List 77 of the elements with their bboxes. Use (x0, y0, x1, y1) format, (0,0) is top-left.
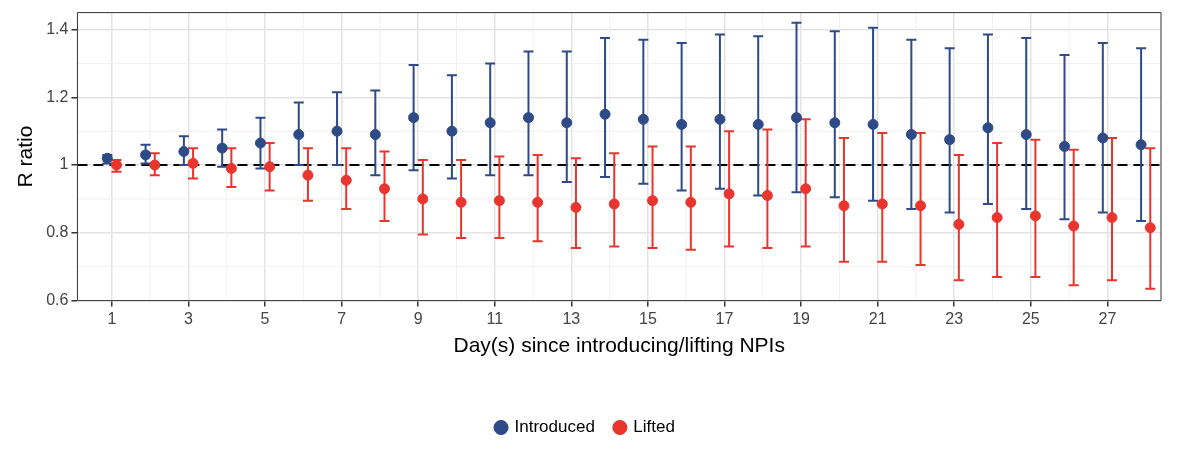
legend-label: Introduced (514, 417, 595, 437)
point (676, 118, 688, 130)
point (561, 117, 573, 129)
point (484, 117, 496, 129)
point (647, 195, 659, 207)
point (1144, 222, 1156, 234)
point (455, 196, 467, 208)
point (379, 183, 391, 195)
point (140, 149, 152, 161)
y-tick-label: 0.6 (46, 291, 69, 309)
point (302, 169, 314, 181)
point (791, 112, 802, 124)
point (149, 159, 161, 171)
y-tick-label: 1.2 (46, 87, 69, 105)
y-tick-label: 1 (59, 155, 69, 173)
point (1059, 140, 1071, 152)
point (752, 118, 764, 130)
point (369, 129, 381, 141)
x-tick-label: 3 (184, 309, 194, 327)
point (829, 117, 841, 129)
point (264, 161, 276, 173)
x-tick-label: 9 (413, 309, 423, 327)
x-tick-label: 13 (562, 309, 581, 327)
point (637, 113, 649, 125)
x-tick-label: 1 (107, 309, 117, 327)
x-tick-label: 19 (792, 309, 811, 327)
point (178, 146, 190, 158)
x-tick-label: 17 (715, 309, 734, 327)
x-tick-label: 27 (1098, 309, 1117, 327)
x-tick-label: 25 (1021, 309, 1040, 327)
x-axis-title: Day(s) since introducing/lifting NPIs (453, 333, 785, 357)
point (685, 196, 697, 208)
point (408, 112, 420, 124)
point (293, 129, 305, 141)
point (1106, 212, 1118, 224)
legend-label: Lifted (633, 417, 675, 437)
x-tick-label: 21 (868, 309, 887, 327)
point (1068, 220, 1080, 232)
point (417, 193, 429, 205)
point (570, 201, 582, 213)
point (254, 137, 266, 149)
point (1020, 129, 1032, 141)
point (216, 142, 228, 154)
point (953, 218, 965, 230)
point (944, 134, 956, 146)
x-tick-label: 7 (337, 309, 347, 327)
point (493, 195, 505, 207)
y-axis-title: R ratio (13, 125, 37, 188)
point (876, 198, 888, 210)
x-tick-label: 15 (639, 309, 657, 327)
point (982, 122, 994, 134)
x-tick-label: 11 (486, 309, 504, 327)
point (723, 188, 735, 200)
point (1029, 210, 1041, 222)
point (991, 212, 1003, 224)
y-tick-label: 1.4 (46, 19, 69, 37)
point (446, 125, 458, 137)
y-tick-label: 0.8 (46, 223, 69, 241)
point (1097, 132, 1109, 144)
point (187, 157, 199, 169)
point (800, 183, 812, 195)
point (915, 200, 927, 212)
point (905, 129, 917, 141)
point (532, 196, 544, 208)
point (714, 113, 726, 125)
point (340, 174, 352, 186)
point (331, 125, 343, 137)
point (838, 200, 850, 212)
point (599, 108, 611, 120)
point (225, 162, 237, 174)
x-tick-label: 23 (945, 309, 964, 327)
point (522, 112, 534, 124)
point (867, 118, 879, 130)
x-tick-label: 5 (260, 309, 270, 327)
point (608, 198, 620, 210)
point (761, 190, 773, 202)
point (1135, 139, 1147, 151)
